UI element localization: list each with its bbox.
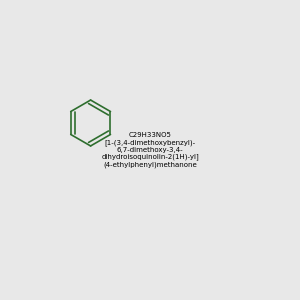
Text: C29H33NO5
[1-(3,4-dimethoxybenzyl)-
6,7-dimethoxy-3,4-
dihydroisoquinolin-2(1H)-: C29H33NO5 [1-(3,4-dimethoxybenzyl)- 6,7-… [101, 132, 199, 168]
